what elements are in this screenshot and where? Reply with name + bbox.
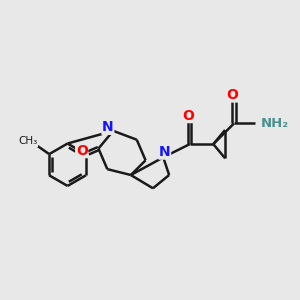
- Text: O: O: [76, 144, 88, 158]
- Text: CH₃: CH₃: [18, 136, 38, 146]
- Text: N: N: [102, 120, 114, 134]
- Text: O: O: [226, 88, 238, 102]
- Text: N: N: [159, 145, 170, 159]
- Text: NH₂: NH₂: [261, 117, 289, 130]
- Text: O: O: [182, 109, 194, 122]
